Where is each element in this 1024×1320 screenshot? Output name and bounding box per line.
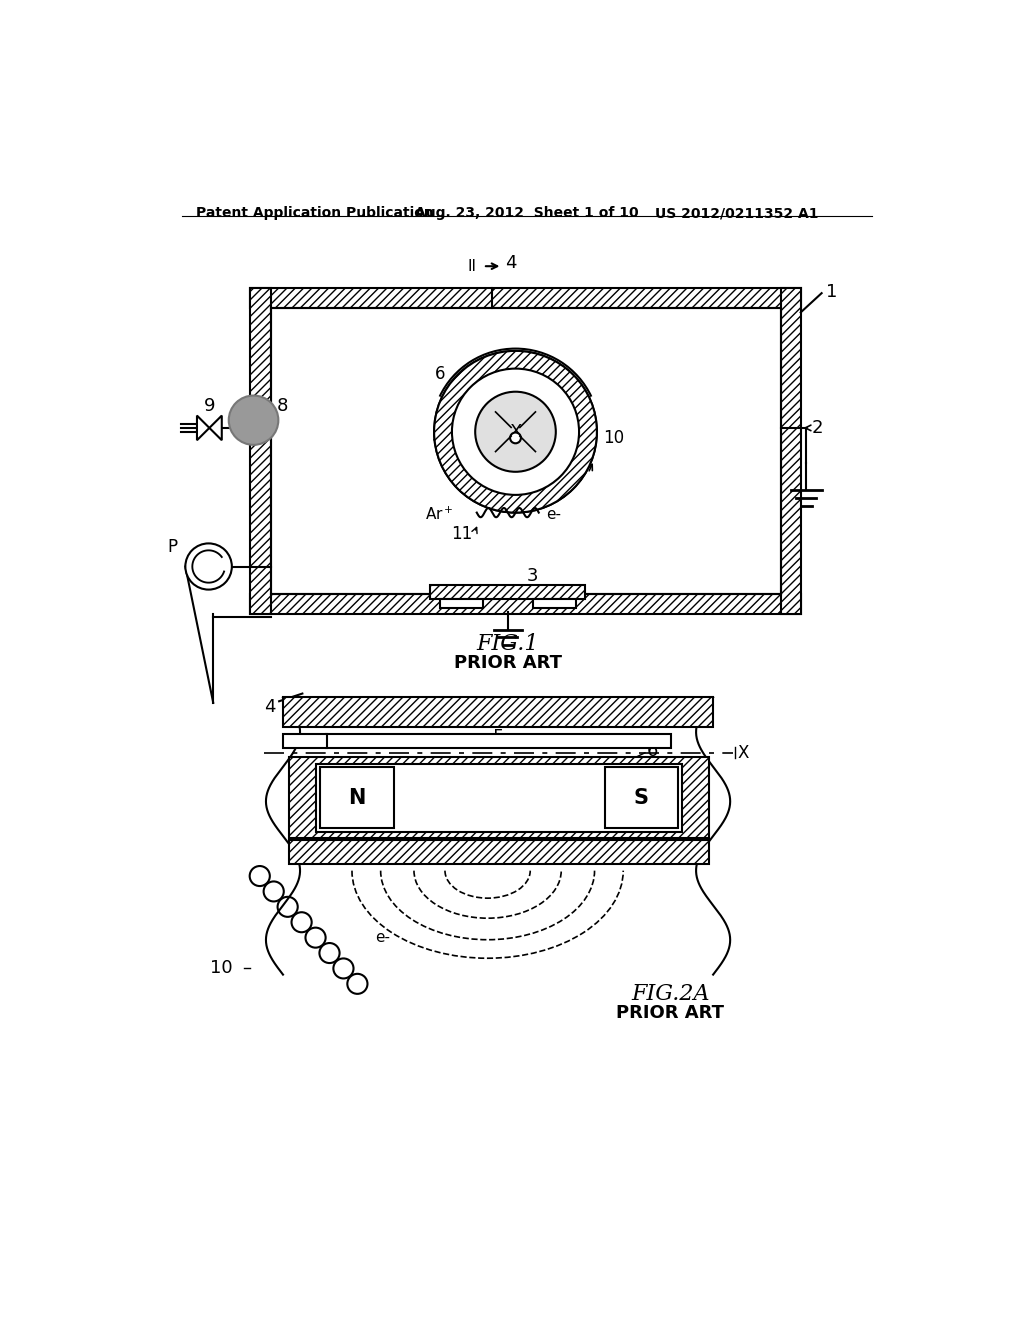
- Circle shape: [185, 544, 231, 590]
- Text: Patent Application Publication: Patent Application Publication: [197, 206, 434, 220]
- Circle shape: [228, 396, 279, 445]
- Bar: [534, 599, 575, 609]
- Text: P: P: [168, 539, 177, 556]
- Bar: [251, 288, 801, 308]
- Text: 6: 6: [647, 742, 658, 760]
- Text: 4: 4: [505, 255, 516, 272]
- Bar: [283, 734, 328, 748]
- Text: FIG.1: FIG.1: [476, 632, 539, 655]
- Text: 4: 4: [264, 698, 275, 715]
- Text: X: X: [509, 422, 521, 441]
- Text: X: X: [738, 744, 750, 762]
- Bar: [440, 599, 483, 609]
- Text: e-: e-: [547, 507, 561, 521]
- Text: Ar$^+$: Ar$^+$: [425, 506, 454, 523]
- Text: FIG.2A: FIG.2A: [631, 983, 710, 1005]
- Bar: [321, 767, 394, 829]
- Text: 9: 9: [204, 397, 215, 416]
- Text: 7: 7: [583, 404, 594, 421]
- Bar: [316, 763, 682, 832]
- Text: S: S: [634, 788, 649, 808]
- Text: PRIOR ART: PRIOR ART: [616, 1005, 725, 1022]
- Bar: [251, 594, 801, 614]
- Circle shape: [452, 368, 579, 495]
- Text: 6: 6: [435, 366, 445, 383]
- Polygon shape: [209, 416, 222, 441]
- Text: 5: 5: [432, 426, 442, 445]
- Bar: [604, 767, 678, 829]
- Text: 11: 11: [451, 525, 472, 543]
- Circle shape: [475, 392, 556, 471]
- Text: 7: 7: [692, 770, 703, 788]
- Text: 10: 10: [603, 429, 625, 447]
- Text: 10: 10: [210, 960, 232, 977]
- Text: US 2012/0211352 A1: US 2012/0211352 A1: [655, 206, 818, 220]
- Text: 8: 8: [276, 397, 288, 416]
- Circle shape: [510, 433, 521, 444]
- Text: 3: 3: [527, 566, 539, 585]
- Text: e-: e-: [375, 931, 390, 945]
- Text: N: N: [348, 788, 366, 808]
- Bar: [251, 288, 270, 614]
- Polygon shape: [197, 416, 209, 441]
- Text: PRIOR ART: PRIOR ART: [454, 653, 562, 672]
- Bar: [326, 734, 671, 748]
- Text: Aug. 23, 2012  Sheet 1 of 10: Aug. 23, 2012 Sheet 1 of 10: [415, 206, 638, 220]
- Circle shape: [434, 351, 597, 512]
- Bar: [430, 585, 586, 599]
- Circle shape: [434, 351, 597, 512]
- Bar: [283, 697, 713, 726]
- Bar: [289, 840, 710, 865]
- Text: 2: 2: [812, 418, 823, 437]
- Bar: [780, 288, 801, 614]
- Text: 5: 5: [493, 729, 504, 746]
- Bar: [289, 758, 710, 838]
- Text: II: II: [468, 259, 477, 273]
- Text: 1: 1: [825, 282, 837, 301]
